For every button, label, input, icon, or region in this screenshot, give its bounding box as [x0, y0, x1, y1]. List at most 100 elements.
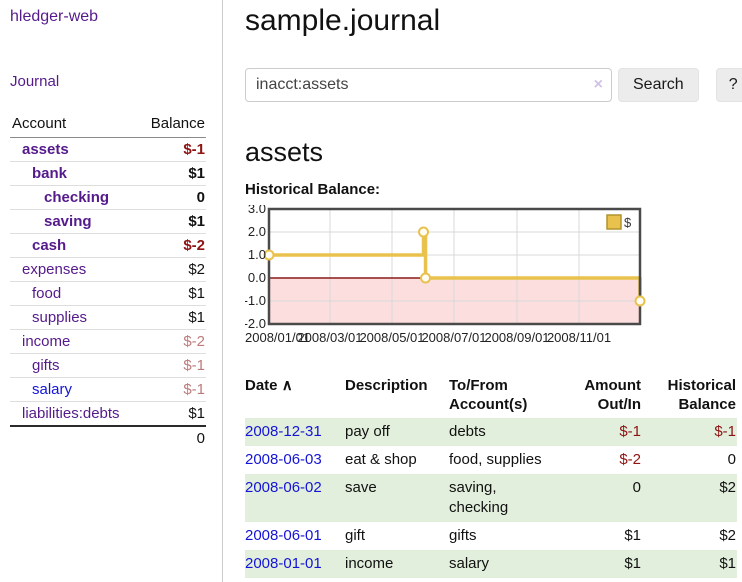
app-title-link[interactable]: hledger-web	[10, 8, 99, 25]
svg-text:2008/09/01: 2008/09/01	[484, 330, 549, 345]
account-balance: $-2	[138, 233, 206, 258]
account-row-expenses: expenses $2	[10, 257, 206, 282]
search-input[interactable]	[245, 68, 612, 102]
transaction-balance: 0	[727, 451, 736, 468]
page-title: sample.journal	[245, 4, 441, 37]
register-header-accounts: To/From Account(s)	[449, 377, 528, 413]
account-link-cash[interactable]: cash	[32, 237, 67, 254]
transaction-description: save	[345, 479, 377, 496]
account-balance: $1	[138, 209, 206, 234]
account-row-checking: checking 0	[10, 185, 206, 210]
search-button[interactable]: Search	[618, 68, 699, 102]
transaction-accounts: saving, checking	[449, 479, 509, 516]
account-link-liabilities-debts[interactable]: liabilities:debts	[22, 405, 120, 422]
transaction-balance: $-1	[714, 423, 736, 440]
account-balance: $2	[138, 257, 206, 282]
account-balance: 0	[138, 185, 206, 210]
transaction-amount: 0	[632, 479, 641, 496]
account-row-income: income $-2	[10, 329, 206, 354]
account-row-liabilities-debts: liabilities:debts $1	[10, 401, 206, 426]
transaction-balance: $2	[719, 527, 736, 544]
transaction-amount: $-1	[619, 423, 641, 440]
sidebar: hledger-web Journal Account Balance asse…	[0, 0, 223, 582]
account-link-expenses[interactable]: expenses	[22, 261, 87, 278]
svg-text:$: $	[624, 215, 632, 230]
account-link-assets[interactable]: assets	[22, 141, 69, 158]
sort-ascending-icon: ∧	[281, 377, 293, 394]
account-link-saving[interactable]: saving	[44, 213, 92, 230]
transaction-amount: $1	[624, 555, 641, 572]
account-balance-table: Account Balance assets $-1 bank $1 check…	[10, 112, 206, 450]
transaction-description: pay off	[345, 423, 390, 440]
account-link-checking[interactable]: checking	[44, 189, 110, 206]
transaction-balance: $2	[719, 479, 736, 496]
svg-text:-1.0: -1.0	[245, 293, 266, 308]
account-link-gifts[interactable]: gifts	[32, 357, 60, 374]
transaction-date-link[interactable]: 2008-01-01	[245, 555, 322, 572]
svg-text:0.0: 0.0	[248, 270, 266, 285]
help-button[interactable]: ?	[715, 68, 742, 102]
register-header-row: Date ∧ Description To/From Account(s) Amo…	[245, 373, 737, 418]
account-balance: $1	[138, 281, 206, 306]
account-balance: $-1	[138, 137, 206, 162]
transaction-date-link[interactable]: 2008-12-31	[245, 423, 322, 440]
transaction-accounts: salary	[449, 555, 490, 572]
svg-text:-2.0: -2.0	[245, 316, 266, 331]
main-content: sample.journal × Search ? assets Histori…	[244, 0, 742, 578]
svg-text:2008/05/01: 2008/05/01	[359, 330, 424, 345]
account-row-assets: assets $-1	[10, 137, 206, 162]
account-row-gifts: gifts $-1	[10, 353, 206, 378]
register-row: 2008-12-31 pay off debts $-1 $-1	[245, 418, 737, 446]
register-header-description: Description	[345, 377, 428, 394]
transaction-description: income	[345, 555, 394, 572]
register-row: 2008-06-02 save saving, checking 0 $2	[245, 474, 737, 522]
account-link-food[interactable]: food	[32, 285, 62, 302]
chart-svg: $3.0 2.0 1.0 0.0 -1.0 -2.02008/01/012008/03/0…	[244, 201, 646, 345]
balance-column-header: Balance	[138, 112, 206, 138]
account-link-supplies[interactable]: supplies	[32, 309, 88, 326]
search-form: × Search ?	[245, 68, 742, 102]
historical-balance-chart: $3.0 2.0 1.0 0.0 -1.0 -2.0 2008/01/01 2008/03/0…	[244, 201, 737, 358]
svg-text:2008/07/01: 2008/07/01	[421, 330, 486, 345]
account-row-cash: cash $-2	[10, 233, 206, 258]
svg-text:2008/01/01: 2008/01/01	[245, 330, 310, 345]
account-balance: $-2	[138, 329, 206, 354]
sidebar-item-journal[interactable]: Journal	[10, 73, 60, 90]
register-header-balance: Historical Balance	[667, 377, 736, 413]
account-row-salary: salary $-1	[10, 377, 206, 402]
register-table: Date ∧ Description To/From Account(s) Amo…	[245, 373, 737, 578]
account-table-header: Account Balance	[10, 112, 206, 138]
transaction-date-link[interactable]: 2008-06-03	[245, 451, 322, 468]
account-link-salary[interactable]: salary	[32, 381, 73, 398]
transaction-balance: $1	[719, 555, 736, 572]
account-row-food: food $1	[10, 281, 206, 306]
account-column-header: Account	[10, 112, 139, 138]
register-row: 2008-06-01 gift gifts $1 $2	[245, 522, 737, 550]
register-header-date[interactable]: Date ∧	[245, 377, 293, 394]
account-total-value: 0	[138, 425, 206, 450]
transaction-date-link[interactable]: 2008-06-02	[245, 479, 322, 496]
transaction-accounts: food, supplies	[449, 451, 542, 468]
transaction-date-link[interactable]: 2008-06-01	[245, 527, 322, 544]
account-link-bank[interactable]: bank	[32, 165, 68, 182]
account-balance: $1	[138, 305, 206, 330]
svg-text:2008/03/01: 2008/03/01	[297, 330, 362, 345]
register-row: 2008-06-03 eat & shop food, supplies $-2…	[245, 446, 737, 474]
account-balance: $-1	[138, 353, 206, 378]
account-row-saving: saving $1	[10, 209, 206, 234]
transaction-amount: $1	[624, 527, 641, 544]
register-row: 2008-01-01 income salary $1 $1	[245, 550, 737, 578]
transaction-description: eat & shop	[345, 451, 417, 468]
account-link-income[interactable]: income	[22, 333, 71, 350]
account-row-bank: bank $1	[10, 161, 206, 186]
register-header-amount: Amount Out/In	[584, 377, 641, 413]
account-row-supplies: supplies $1	[10, 305, 206, 330]
account-total-row: 0	[10, 425, 206, 450]
transaction-accounts: gifts	[449, 527, 477, 544]
transaction-accounts: debts	[449, 423, 486, 440]
transaction-description: gift	[345, 527, 366, 544]
svg-text:3.0: 3.0	[248, 205, 266, 216]
account-balance: $1	[138, 401, 206, 426]
clear-search-icon[interactable]: ×	[593, 76, 603, 93]
account-balance: $-1	[138, 377, 206, 402]
